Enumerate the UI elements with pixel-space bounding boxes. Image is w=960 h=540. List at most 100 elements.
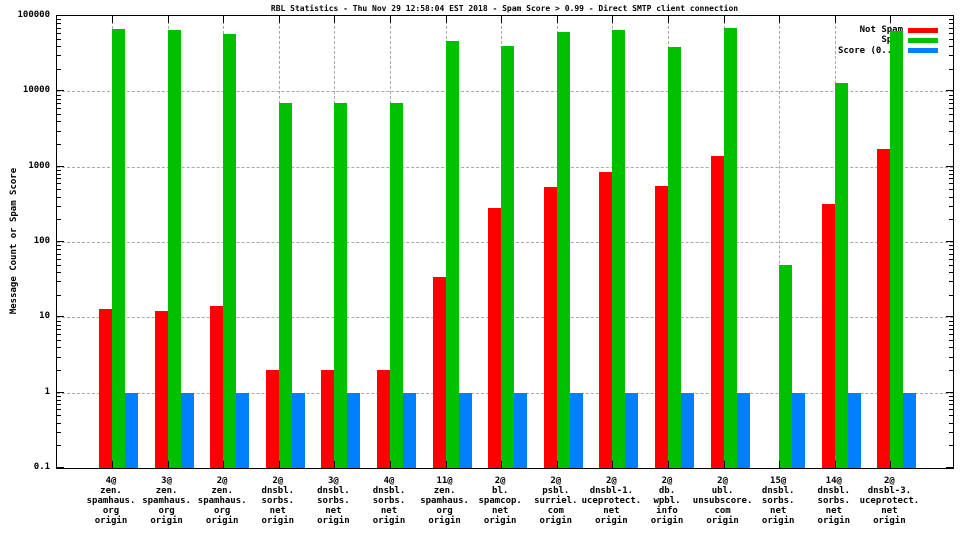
x-tick bbox=[779, 16, 781, 23]
y-minor-tick bbox=[57, 45, 61, 47]
x-tick bbox=[723, 16, 725, 23]
y-minor-tick bbox=[949, 94, 953, 96]
y-minor-tick bbox=[57, 409, 61, 411]
y-major-tick bbox=[946, 15, 953, 16]
y-minor-tick bbox=[57, 432, 61, 434]
x-tick-label: 2@ dnsbl. sorbs. net origin bbox=[261, 476, 295, 526]
x-tick bbox=[167, 16, 169, 23]
y-minor-tick bbox=[949, 281, 953, 283]
y-minor-tick bbox=[949, 249, 953, 251]
x-tick bbox=[223, 461, 225, 468]
y-minor-tick bbox=[949, 409, 953, 411]
y-minor-tick bbox=[57, 68, 61, 70]
chart-title: RBL Statistics - Thu Nov 29 12:58:04 EST… bbox=[270, 4, 739, 13]
y-tick-label: 1000 bbox=[28, 160, 50, 171]
bar-not-spam bbox=[821, 203, 835, 468]
y-minor-tick bbox=[949, 108, 953, 110]
y-minor-tick bbox=[949, 347, 953, 349]
y-minor-tick bbox=[57, 183, 61, 185]
y-minor-tick bbox=[949, 245, 953, 247]
y-minor-tick bbox=[949, 114, 953, 115]
y-minor-tick bbox=[57, 108, 61, 110]
y-major-tick bbox=[946, 316, 953, 318]
x-tick bbox=[223, 16, 225, 23]
bar-not-spam bbox=[321, 369, 335, 468]
y-minor-tick bbox=[949, 206, 953, 208]
y-minor-tick bbox=[57, 281, 61, 283]
bar-spam bbox=[334, 103, 348, 468]
x-tick bbox=[334, 461, 336, 468]
x-tick bbox=[890, 16, 892, 23]
bar-not-spam bbox=[488, 208, 502, 468]
y-minor-tick bbox=[57, 399, 61, 401]
y-minor-tick bbox=[949, 253, 953, 255]
y-minor-tick bbox=[949, 369, 953, 371]
bar-spam bbox=[278, 103, 292, 468]
x-tick bbox=[501, 16, 503, 23]
x-tick bbox=[445, 461, 447, 468]
y-minor-tick bbox=[57, 219, 61, 221]
y-minor-tick bbox=[57, 19, 61, 21]
y-tick-label: 100000 bbox=[17, 10, 50, 20]
bar-not-spam bbox=[655, 185, 668, 468]
x-tick bbox=[501, 461, 503, 468]
y-minor-tick bbox=[949, 404, 953, 406]
x-tick bbox=[723, 461, 725, 468]
legend-label-score-0-1: Score (0..1) bbox=[837, 45, 903, 56]
y-major-tick bbox=[57, 316, 64, 318]
y-minor-tick bbox=[57, 320, 61, 322]
y-minor-tick bbox=[949, 399, 953, 401]
y-minor-tick bbox=[57, 23, 61, 25]
y-minor-tick bbox=[949, 258, 953, 260]
bar-score-0-1 bbox=[514, 392, 528, 468]
x-tick-label: 15@ dnsbl. sorbs. net origin bbox=[761, 476, 795, 526]
x-tick bbox=[890, 461, 892, 468]
x-tick bbox=[556, 16, 558, 23]
y-major-tick bbox=[57, 165, 64, 167]
y-minor-tick bbox=[949, 173, 953, 175]
y-minor-tick bbox=[949, 170, 953, 172]
y-minor-tick bbox=[949, 19, 953, 21]
x-tick-label: 3@ dnsbl. sorbs. net origin bbox=[317, 476, 350, 526]
bar-spam bbox=[890, 31, 904, 468]
y-minor-tick bbox=[949, 121, 953, 123]
v-gridline bbox=[779, 16, 781, 468]
y-tick-label: 0.1 bbox=[33, 462, 50, 472]
y-minor-tick bbox=[949, 445, 953, 447]
y-minor-tick bbox=[949, 329, 953, 330]
y-minor-tick bbox=[57, 121, 61, 123]
legend-swatch-score-0-1 bbox=[908, 48, 938, 54]
y-minor-tick bbox=[57, 249, 61, 251]
x-tick-label: 4@ zen. spamhaus. org origin bbox=[86, 476, 136, 526]
bar-score-0-1 bbox=[569, 392, 583, 468]
bar-score-0-1 bbox=[625, 392, 639, 468]
bar-spam bbox=[112, 28, 125, 468]
y-minor-tick bbox=[57, 143, 61, 145]
y-minor-tick bbox=[949, 432, 953, 434]
x-tick bbox=[834, 461, 836, 468]
y-minor-tick bbox=[57, 245, 61, 247]
y-tick-label: 10000 bbox=[22, 85, 50, 96]
y-minor-tick bbox=[57, 324, 61, 326]
x-tick-label: 3@ zen. spamhaus. org origin bbox=[142, 476, 191, 526]
x-tick-label: 2@ ubl. unsubscore. com origin bbox=[692, 476, 753, 526]
x-tick bbox=[167, 461, 169, 468]
plot-area bbox=[56, 15, 954, 469]
y-minor-tick bbox=[57, 55, 61, 57]
y-minor-tick bbox=[57, 396, 61, 398]
x-tick-label: 2@ dnsbl-3. uceprotect. net origin bbox=[859, 476, 920, 526]
y-major-tick bbox=[57, 241, 64, 242]
x-tick-label: 2@ db. wpbl. info origin bbox=[650, 476, 684, 526]
y-minor-tick bbox=[57, 189, 61, 191]
y-minor-tick bbox=[57, 206, 61, 208]
x-tick bbox=[612, 16, 614, 23]
y-major-tick bbox=[946, 90, 953, 92]
y-minor-tick bbox=[57, 369, 61, 371]
x-tick bbox=[556, 461, 558, 468]
bar-spam bbox=[723, 27, 737, 468]
y-minor-tick bbox=[949, 183, 953, 185]
y-minor-tick bbox=[57, 130, 61, 132]
y-minor-tick bbox=[57, 294, 61, 296]
x-tick bbox=[834, 16, 836, 23]
